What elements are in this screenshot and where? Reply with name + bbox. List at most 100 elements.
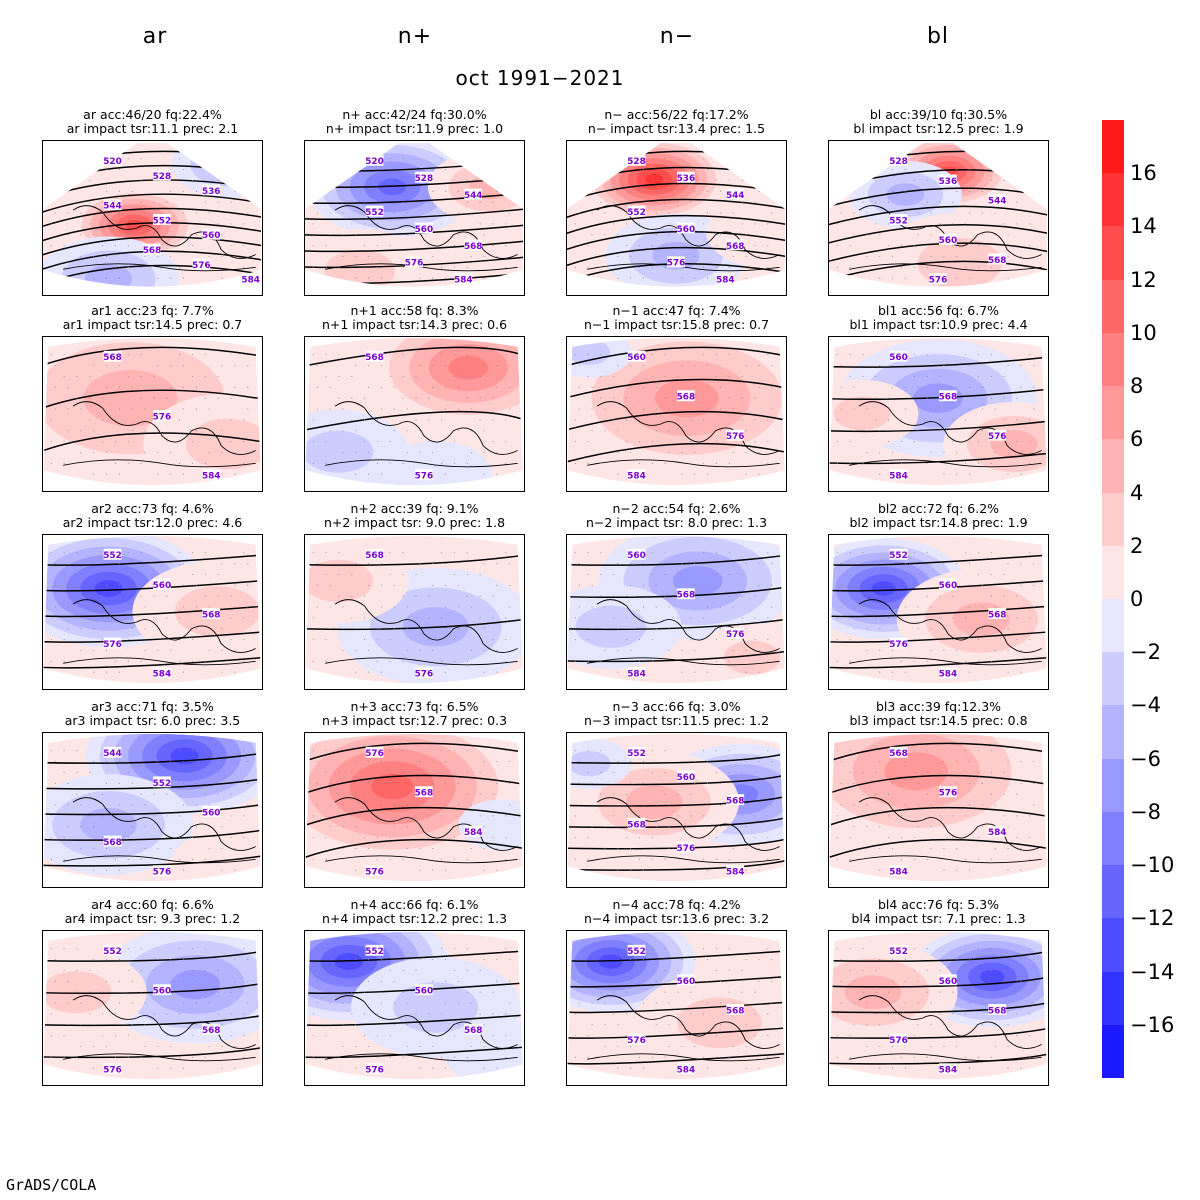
panel-map-ar1: 568 576 584 [42, 336, 263, 492]
anomaly-shade [980, 969, 1005, 985]
contour-line [305, 618, 523, 631]
panel-map-n-4: 552 560 568 576 584 [566, 930, 787, 1086]
contour-label: 576 [889, 640, 908, 650]
contour-label-bg [202, 228, 221, 240]
contour-line [305, 554, 523, 566]
contour-label-bg [676, 222, 695, 234]
contour-label-bg [889, 214, 908, 225]
contour-label: 552 [627, 749, 646, 759]
contour-label: 568 [415, 789, 434, 799]
contour-label-bg [627, 469, 646, 481]
contour-label-bg [464, 188, 483, 200]
contour-label-bg [152, 984, 171, 996]
contour-label: 568 [988, 610, 1007, 620]
anomaly-shade [673, 566, 723, 596]
contour-label: 576 [677, 844, 696, 854]
panel-title-bl1: bl1 acc:56 fq: 6.7% bl1 impact tsr:10.9 p… [809, 304, 1069, 332]
contour-label-bg [365, 944, 384, 956]
anomaly-shade [378, 178, 407, 196]
contour-label: 568 [939, 393, 958, 403]
panel-title-line2: n+ impact tsr:11.9 prec: 1.0 [325, 121, 504, 136]
contour-label-bg [726, 429, 745, 441]
anomaly-shade [334, 953, 363, 971]
panel-map-ar: 520 528 536 544 552 560 568 576 584 [42, 140, 263, 296]
contour-label-bg [152, 865, 171, 877]
panel-map-n-: 528 536 544 552 560 568 576 584 [566, 140, 787, 296]
contour-line [567, 858, 785, 871]
colorbar-segment [1102, 332, 1124, 387]
coastline [63, 401, 256, 468]
contour-line [43, 630, 261, 643]
contour-label-bg [414, 984, 433, 996]
coastline [849, 401, 1042, 468]
contour-label-bg [938, 390, 957, 402]
anomaly-shade [324, 250, 395, 287]
colorbar-segment [1102, 599, 1124, 653]
coastline [325, 401, 518, 468]
contour-label: 560 [939, 977, 958, 987]
contour-line [305, 410, 523, 432]
main-title: oct 1991−2021 [455, 66, 625, 90]
anomaly-shade [884, 752, 949, 791]
panel-title-ar3: ar3 acc:71 fq: 3.5% ar3 impact tsr: 6.0 p… [23, 700, 283, 728]
colorbar-segment [1102, 811, 1124, 866]
colorbar-segment [1102, 652, 1124, 706]
panel-title-line1: ar1 acc:23 fq: 7.7% [91, 303, 214, 318]
anomaly-shade [567, 339, 611, 365]
panel-title-n+4: n+4 acc:66 fq: 6.1% n+4 impact tsr:12.2 p… [285, 898, 545, 926]
contour-label: 560 [677, 773, 696, 783]
contour-line [829, 630, 1047, 643]
panel-title-line2: n−3 impact tsr:11.5 prec: 1.2 [583, 713, 770, 728]
panel-title-line1: n−2 acc:54 fq: 2.6% [612, 501, 741, 516]
contour-label: 576 [365, 868, 384, 878]
coastline [587, 797, 780, 864]
contour-label-bg [202, 608, 221, 619]
contour-label-bg [202, 1023, 221, 1035]
contour-line [43, 1014, 261, 1027]
stipple-dots [836, 750, 1035, 871]
colorbar-segment [1102, 386, 1124, 440]
contour-line [305, 982, 523, 994]
stipple-dots [312, 750, 511, 871]
colorbar-tick-label: 8 [1130, 374, 1144, 399]
contour-line [829, 774, 1047, 796]
panel-map-bl: 528 536 544 552 560 568 576 [828, 140, 1049, 296]
panel-title-n+3: n+3 acc:73 fq: 6.5% n+3 impact tsr:12.7 p… [285, 700, 545, 728]
panel-title-bl2: bl2 acc:72 fq: 6.2% bl2 impact tsr:14.8 p… [809, 502, 1069, 530]
contour-label: 568 [726, 1006, 745, 1016]
panel-title-n+1: n+1 acc:58 fq: 8.3% n+1 impact tsr:14.3 p… [285, 304, 545, 332]
panel-title-line1: n+1 acc:58 fq: 8.3% [350, 303, 479, 318]
contour-line [567, 1001, 785, 1014]
contour-line [829, 554, 1047, 566]
contour-line [829, 656, 1047, 669]
contour-label: 528 [889, 157, 908, 167]
contour-label: 560 [939, 581, 958, 591]
contour-label: 560 [889, 353, 908, 363]
contour-label: 528 [153, 172, 172, 182]
contour-label: 560 [153, 987, 172, 997]
contour-label-bg [988, 825, 1007, 837]
anomaly-shade [444, 1019, 523, 1080]
contour-line [829, 205, 1047, 227]
contour-label-bg [365, 746, 384, 758]
panel-title-n-3: n−3 acc:66 fq: 3.0% n−3 impact tsr:11.5 p… [547, 700, 807, 728]
contour-label: 560 [202, 231, 221, 241]
panel-title-line2: n− impact tsr:13.4 prec: 1.5 [587, 121, 766, 136]
contour-line [305, 742, 523, 764]
panel-map-bl1: 560 568 576 584 [828, 336, 1049, 492]
coastline [325, 599, 518, 666]
coastline [587, 205, 780, 272]
coastline [587, 995, 780, 1062]
contour-label: 536 [939, 177, 958, 187]
contour-label: 584 [726, 868, 745, 878]
contour-label: 528 [627, 157, 646, 167]
contour-label: 520 [103, 157, 122, 167]
panel-title-line2: n+3 impact tsr:12.7 prec: 0.3 [321, 713, 508, 728]
contour-label-bg [405, 256, 423, 268]
contour-label: 560 [627, 353, 646, 363]
contour-label-bg [414, 469, 433, 481]
colorbar-tick-label: −4 [1130, 693, 1161, 718]
contour-label: 584 [627, 472, 646, 482]
stipple-dots [574, 552, 773, 673]
contour-label: 576 [939, 789, 958, 799]
